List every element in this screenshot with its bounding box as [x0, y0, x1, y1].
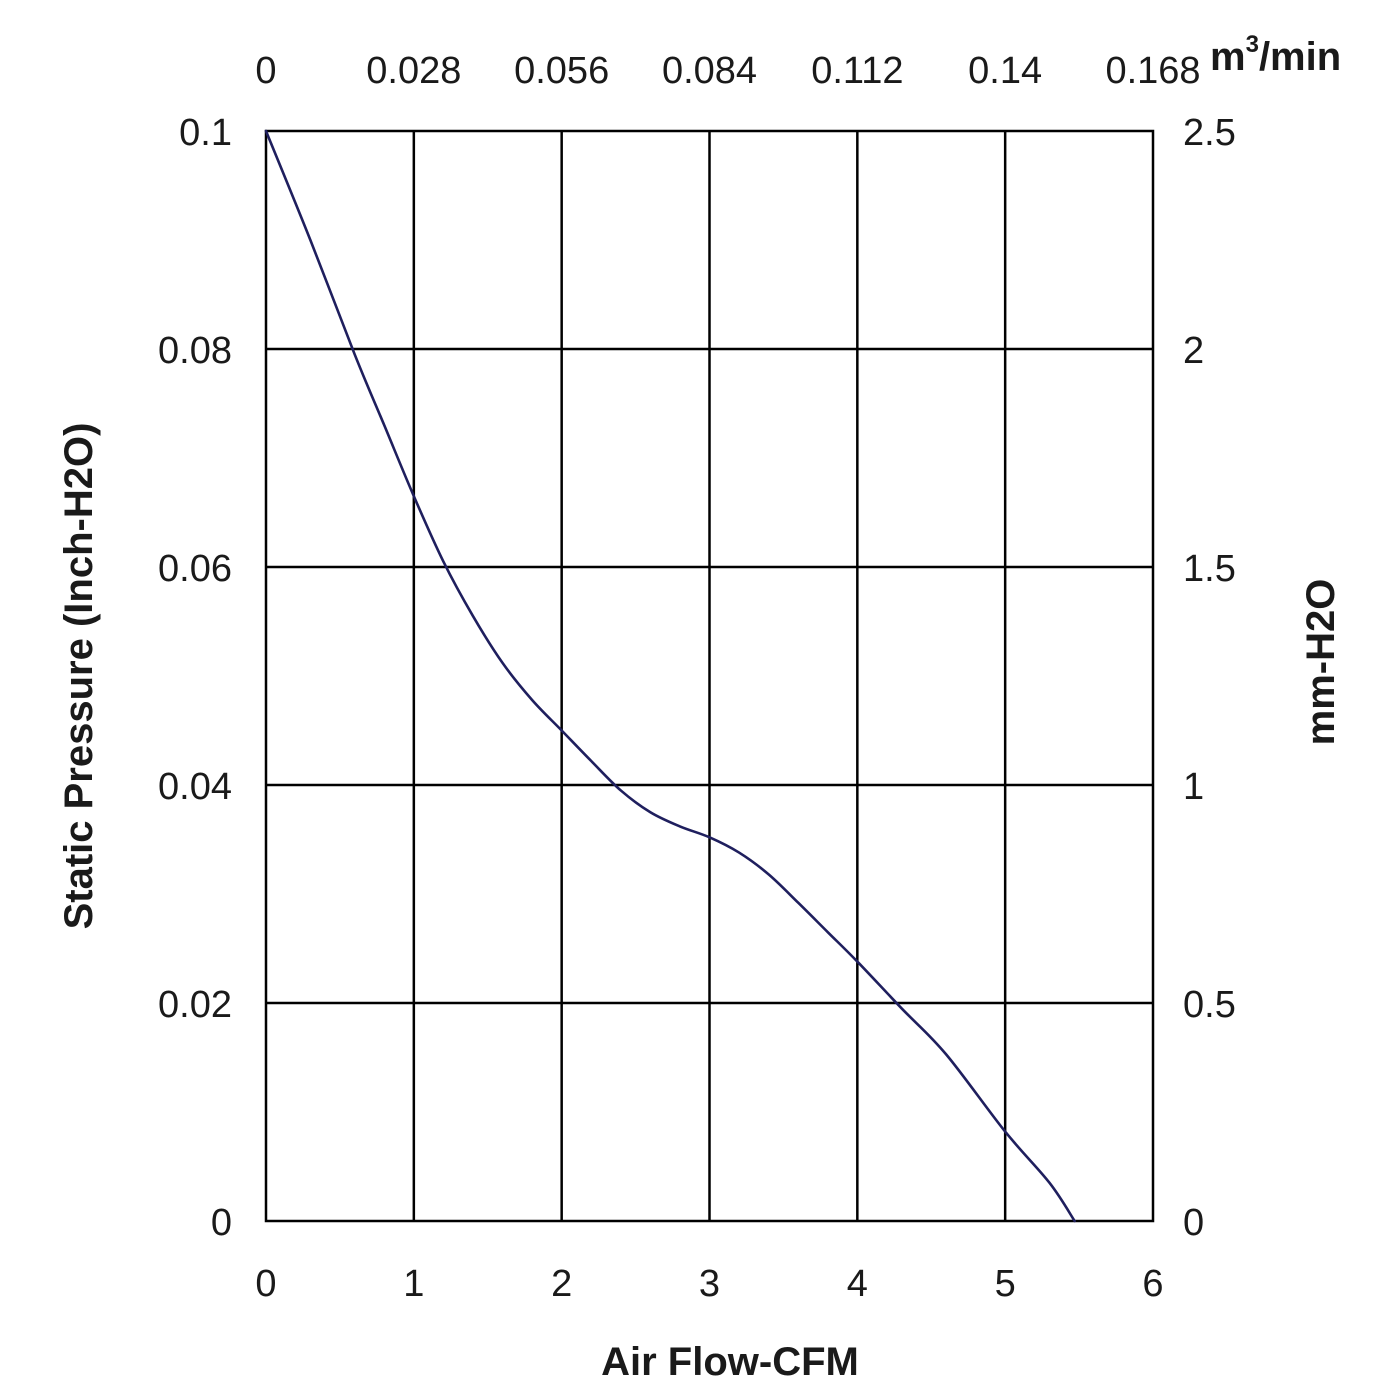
unit-prefix: m: [1210, 35, 1246, 79]
x-tick-label: 1: [403, 1263, 424, 1305]
y-tick-label: 0.02: [158, 984, 232, 1026]
tick-labels: 0 1 2 3 4 5 60 0.028 0.056 0.084 0.112 0.14 0.16800.…: [158, 50, 1236, 1305]
x-tick-label: 6: [1142, 1263, 1163, 1305]
y-tick-label: 0.04: [158, 766, 232, 808]
secondary-x-tick-label: 0.14: [968, 50, 1042, 92]
unit-suffix: /min: [1259, 35, 1341, 79]
y-tick-label: 0.1: [179, 112, 232, 154]
secondary-x-axis-unit: m3/min: [1210, 31, 1341, 79]
secondary-y-tick-label: 2.5: [1183, 112, 1236, 154]
secondary-x-tick-label: 0.084: [662, 50, 757, 92]
x-axis-title: Air Flow-CFM: [601, 1340, 859, 1384]
grid-lines: [266, 131, 1153, 1221]
secondary-y-tick-label: 2: [1183, 330, 1204, 372]
x-tick-label: 3: [699, 1263, 720, 1305]
secondary-x-tick-label: 0.112: [811, 50, 903, 92]
x-tick-label: 0: [255, 1263, 276, 1305]
y-tick-label: 0.06: [158, 548, 232, 590]
pq-curve-line: [264, 129, 1076, 1223]
x-tick-label: 5: [995, 1263, 1016, 1305]
secondary-x-tick-label: 0.168: [1105, 50, 1200, 92]
unit-superscript: 3: [1246, 31, 1259, 58]
series-layer: [264, 129, 1076, 1223]
secondary-x-tick-label: 0.056: [514, 50, 609, 92]
y-axis-title: Static Pressure (Inch-H2O): [57, 423, 101, 930]
secondary-y-tick-label: 1.5: [1183, 548, 1236, 590]
y-tick-label: 0: [211, 1202, 232, 1244]
secondary-y-tick-label: 1: [1183, 766, 1204, 808]
plot-frame: [264, 129, 1155, 1223]
secondary-y-tick-label: 0: [1183, 1202, 1204, 1244]
secondary-y-axis-title: mm-H2O: [1299, 579, 1343, 746]
x-tick-label: 2: [551, 1263, 572, 1305]
x-tick-label: 4: [847, 1263, 868, 1305]
y-tick-label: 0.08: [158, 330, 232, 372]
secondary-x-tick-label: 0: [255, 50, 276, 92]
secondary-y-tick-label: 0.5: [1183, 984, 1236, 1026]
secondary-x-tick-label: 0.028: [366, 50, 461, 92]
